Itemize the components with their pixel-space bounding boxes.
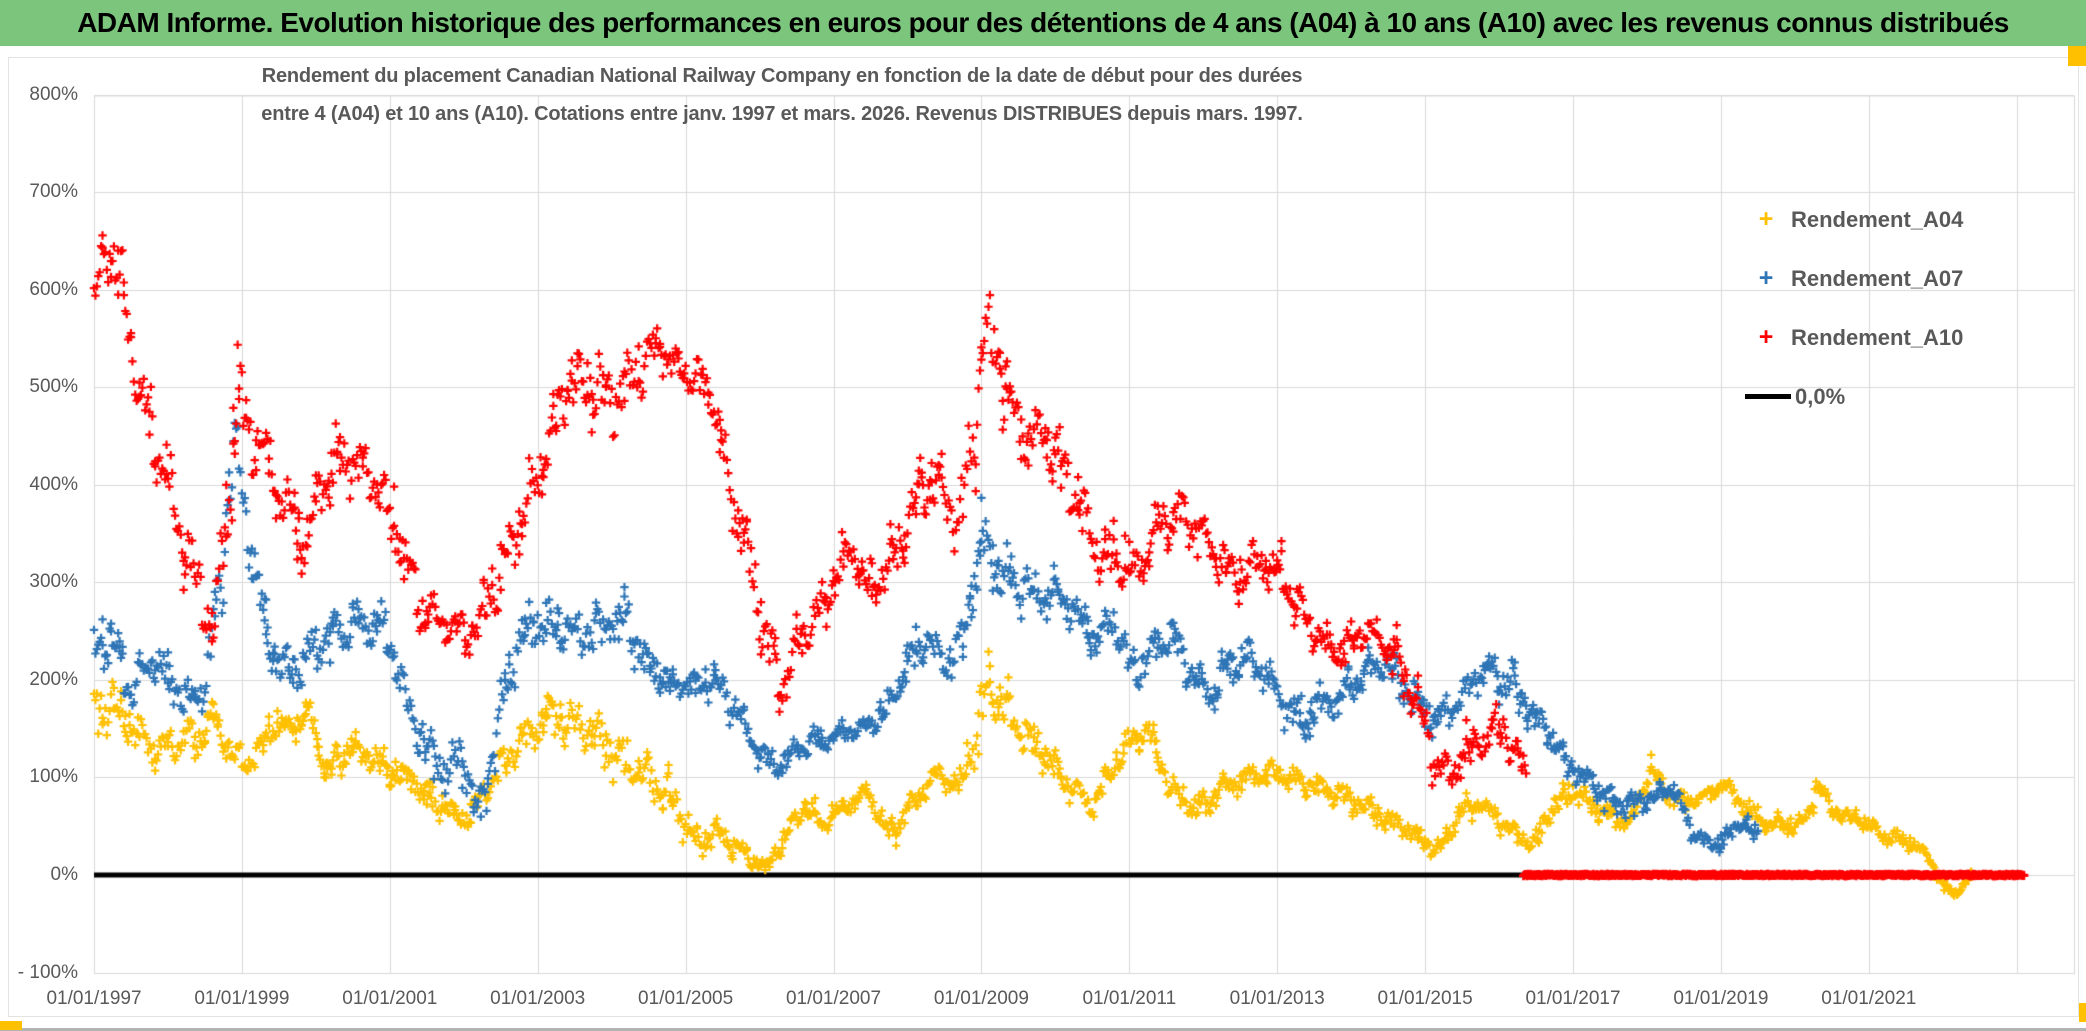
y-axis-label: 600%	[29, 278, 78, 300]
legend-label: Rendement_A10	[1791, 324, 1964, 350]
x-axis-label: 01/01/1997	[46, 988, 142, 1009]
legend-label: 0,0%	[1795, 383, 1846, 409]
legend-item-zero-line[interactable]: 0,0%	[1745, 367, 1963, 426]
x-axis-label: 01/01/2003	[490, 988, 586, 1009]
plus-marker-icon: +	[1758, 264, 1774, 292]
chart-title: Rendement du placement Canadian National…	[207, 57, 1357, 133]
y-axis-label: - 100%	[17, 961, 78, 983]
legend-item-a07[interactable]: + Rendement_A07	[1745, 249, 1964, 308]
legend-item-a04[interactable]: + Rendement_A04	[1745, 190, 1964, 249]
bottom-shadow-line	[0, 1028, 2086, 1031]
y-axis-label: 0%	[50, 864, 78, 885]
legend-label: Rendement_A04	[1791, 206, 1964, 232]
x-axis-label: 01/01/2015	[1377, 988, 1473, 1009]
legend-item-a10[interactable]: + Rendement_A10	[1745, 308, 1964, 367]
bottom-strip	[0, 1020, 2086, 1031]
x-axis-label: 01/01/2011	[1082, 988, 1177, 1009]
top-right-yellow-accent	[2068, 46, 2086, 66]
bottom-left-yellow-accent	[0, 1021, 22, 1030]
y-axis-label: 800%	[29, 83, 78, 105]
x-axis-label: 01/01/2013	[1229, 988, 1325, 1009]
plus-marker-icon: +	[1758, 205, 1774, 233]
x-axis-label: 01/01/1999	[194, 988, 290, 1009]
x-axis-label: 01/01/2001	[342, 988, 438, 1009]
chart-title-line-2: entre 4 (A04) et 10 ans (A10). Cotations…	[261, 103, 1303, 125]
y-axis-label: 100%	[29, 766, 78, 788]
y-axis-label: 400%	[29, 473, 78, 495]
x-axis-label: 01/01/2009	[933, 988, 1029, 1009]
y-axis-label: 500%	[29, 376, 78, 398]
x-axis-label: 01/01/2005	[638, 988, 734, 1009]
bottom-right-yellow-accent	[2079, 1003, 2086, 1022]
chart-title-line-1: Rendement du placement Canadian National…	[261, 65, 1303, 87]
x-axis-label: 01/01/2007	[785, 988, 882, 1009]
chart-legend[interactable]: + Rendement_A04 + Rendement_A07 + Rendem…	[1745, 190, 1963, 426]
y-axis-label: 700%	[29, 181, 78, 203]
black-line-swatch-icon	[1745, 394, 1791, 399]
plus-marker-icon: +	[1758, 323, 1774, 351]
legend-label: Rendement_A07	[1791, 265, 1964, 291]
x-axis-label: 01/01/2021	[1821, 988, 1917, 1009]
x-axis-label: 01/01/2017	[1525, 988, 1621, 1009]
y-axis-label: 300%	[29, 571, 78, 593]
y-axis-label: 200%	[29, 668, 78, 690]
x-axis-label: 01/01/2019	[1673, 988, 1769, 1009]
